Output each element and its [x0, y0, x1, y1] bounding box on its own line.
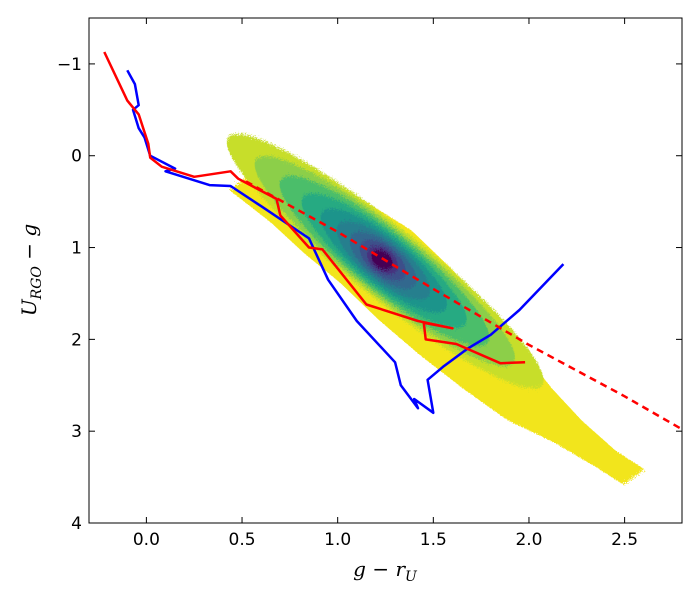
axis-ticks: 0.0 0.5 1.0 1.5 2.0 2.5 −1 0 1 2 3 4 [57, 18, 682, 550]
y-tick-label: 0 [71, 147, 82, 167]
plot-frame [88, 17, 683, 524]
series-line-3 [245, 180, 682, 431]
series-line-1 [126, 69, 565, 415]
y-tick-label: 3 [71, 422, 82, 442]
y-tick-label: 4 [71, 514, 82, 534]
y-tick-label: 2 [71, 330, 82, 350]
x-tick-label: 2.0 [515, 530, 542, 550]
series-lines [103, 51, 682, 431]
y-axis-label: URGO − g [17, 224, 45, 316]
y-tick-label: −1 [57, 55, 82, 75]
x-tick-label: 1.0 [324, 530, 351, 550]
x-tick-label: 0.5 [229, 530, 256, 550]
x-tick-label: 2.5 [611, 530, 638, 550]
y-tick-label: 1 [71, 239, 82, 259]
x-axis-label: g − rU [353, 557, 418, 585]
x-tick-label: 0.0 [133, 530, 160, 550]
x-tick-label: 1.5 [420, 530, 447, 550]
series-line-2 [103, 51, 526, 365]
